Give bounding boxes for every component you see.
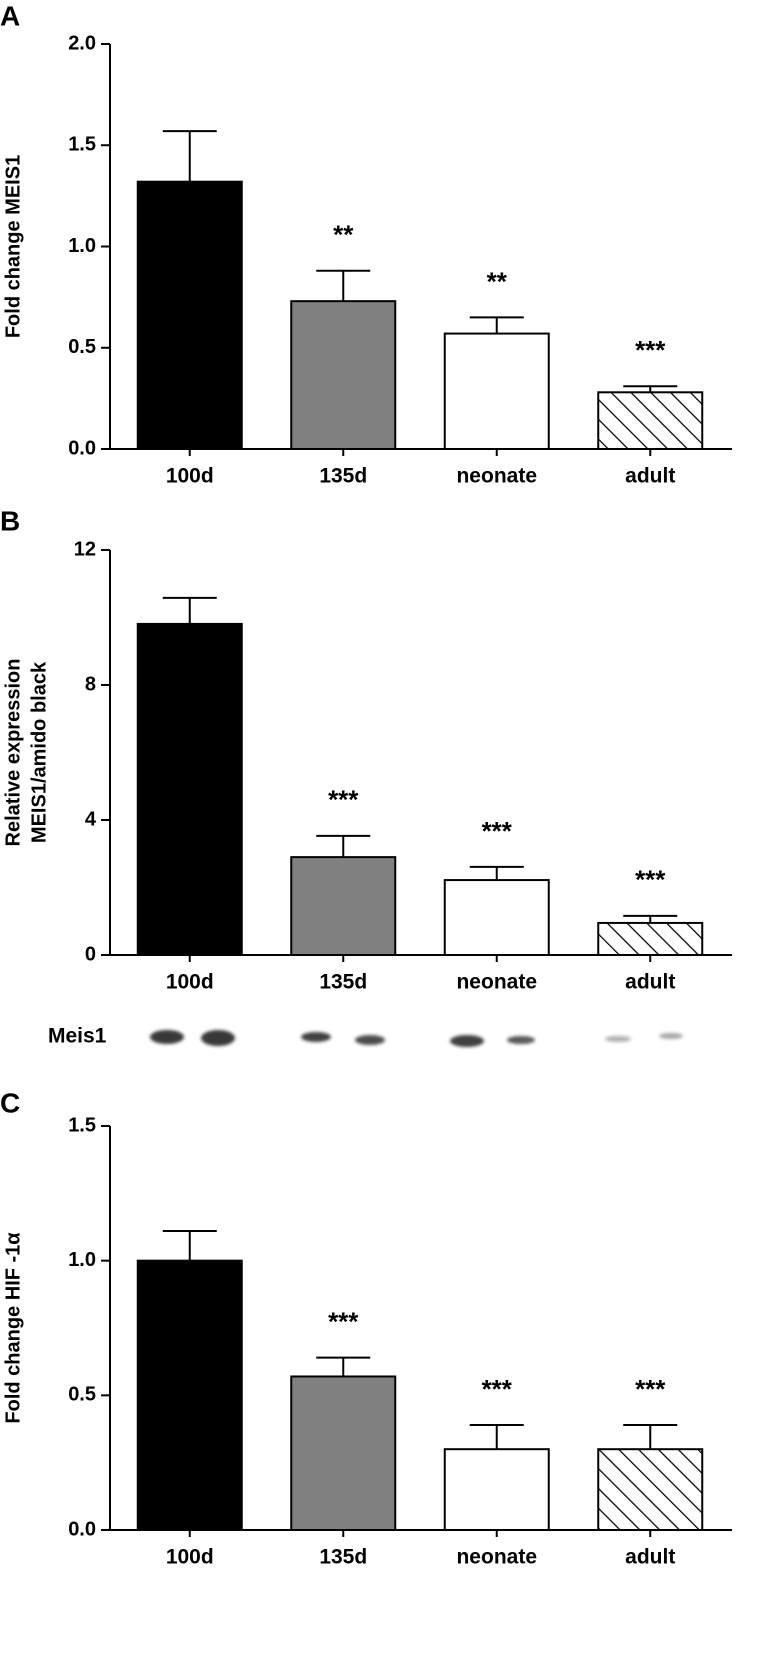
significance-label: ***: [482, 816, 513, 846]
x-tick-label: neonate: [456, 971, 537, 994]
significance-label: ***: [482, 1374, 513, 1404]
significance-label: ***: [635, 1374, 666, 1404]
significance-label: ***: [635, 335, 666, 365]
x-tick-label: 100d: [166, 971, 214, 994]
x-tick-label: 100d: [166, 465, 214, 488]
y-axis-label: MEIS1/amido black: [28, 661, 50, 843]
y-tick-label: 8: [85, 673, 96, 695]
y-tick-label: 4: [85, 808, 97, 830]
x-tick-label: 135d: [319, 465, 367, 488]
x-tick-label: 135d: [319, 971, 367, 994]
bar: [136, 180, 243, 450]
y-tick-label: 1.5: [68, 1114, 96, 1136]
y-axis-label: Fold change MEIS1: [2, 155, 24, 338]
bar: [597, 921, 704, 956]
bar: [290, 300, 397, 450]
y-tick-label: 1.0: [68, 235, 96, 257]
x-tick-label: adult: [625, 1546, 675, 1569]
significance-label: **: [487, 266, 508, 296]
bar: [597, 1448, 704, 1531]
y-tick-label: 12: [74, 538, 96, 560]
y-tick-label: 0.0: [68, 1518, 96, 1540]
y-tick-label: 1.5: [68, 134, 96, 156]
y-axis-label: Relative expression: [2, 659, 24, 847]
bar: [443, 332, 550, 451]
y-tick-label: 2.0: [68, 32, 96, 54]
x-tick-label: 100d: [166, 1546, 214, 1569]
y-axis-label: Fold change HIF -1α: [2, 1232, 24, 1424]
blot-label: Meis1: [48, 1025, 107, 1048]
western-blot: [150, 1030, 683, 1047]
y-tick-label: 0.5: [68, 1384, 96, 1406]
significance-label: ***: [635, 865, 666, 895]
x-tick-label: adult: [625, 971, 675, 994]
y-tick-label: 1.0: [68, 1249, 96, 1271]
panel-letter: B: [0, 505, 20, 536]
x-tick-label: 135d: [319, 1546, 367, 1569]
bar: [290, 856, 397, 956]
bar: [136, 622, 243, 956]
y-tick-label: 0.5: [68, 336, 96, 358]
significance-label: ***: [328, 1307, 359, 1337]
bar: [597, 391, 704, 450]
bar: [136, 1259, 243, 1531]
x-tick-label: neonate: [456, 1546, 537, 1569]
bar: [443, 879, 550, 957]
y-tick-label: 0: [85, 943, 96, 965]
bar: [443, 1448, 550, 1531]
significance-label: **: [333, 220, 354, 250]
significance-label: ***: [328, 785, 359, 815]
x-tick-label: adult: [625, 465, 675, 488]
y-tick-label: 0.0: [68, 437, 96, 459]
panel-letter: C: [0, 1087, 20, 1118]
x-tick-label: neonate: [456, 465, 537, 488]
bar: [290, 1375, 397, 1531]
panel-letter: A: [0, 0, 20, 31]
